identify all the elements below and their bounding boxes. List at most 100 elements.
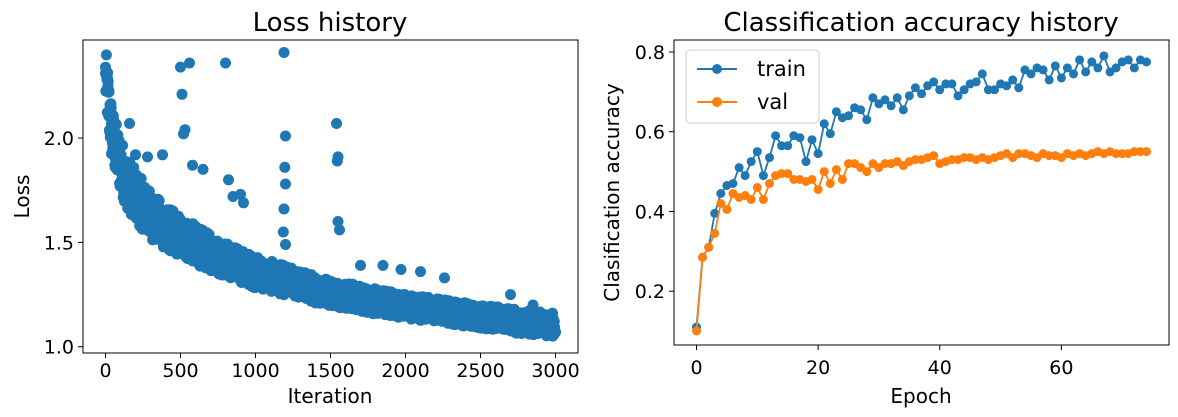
train-point bbox=[1123, 55, 1133, 65]
train-point bbox=[1087, 57, 1097, 67]
legend-val-marker bbox=[712, 97, 722, 107]
loss-point bbox=[223, 174, 234, 186]
legend-train-marker bbox=[712, 64, 722, 74]
train-point bbox=[765, 153, 774, 163]
val-point bbox=[929, 151, 939, 161]
loss-x-tick-label: 3000 bbox=[531, 360, 579, 382]
train-point bbox=[971, 77, 981, 87]
loss-x-tick-label: 0 bbox=[99, 360, 111, 382]
val-point bbox=[765, 179, 774, 188]
loss-point bbox=[100, 49, 112, 61]
loss-chart: Loss history 0 500 1000 1500 2000 2500 3000 1.… bbox=[10, 8, 580, 408]
val-point bbox=[1142, 147, 1151, 157]
accuracy-chart-title: Classification accuracy history bbox=[723, 8, 1118, 38]
accuracy-x-tick-label: 60 bbox=[1049, 357, 1073, 379]
loss-x-tick-label: 1500 bbox=[306, 360, 354, 382]
train-point bbox=[977, 69, 987, 79]
val-point bbox=[758, 195, 768, 204]
val-point bbox=[807, 175, 817, 184]
loss-point bbox=[142, 151, 153, 163]
train-point bbox=[1062, 63, 1072, 73]
loss-point bbox=[395, 264, 407, 275]
loss-point bbox=[415, 266, 426, 278]
train-point bbox=[880, 95, 890, 105]
loss-point bbox=[550, 326, 561, 338]
loss-point bbox=[197, 163, 209, 175]
train-point bbox=[990, 85, 999, 95]
train-point bbox=[771, 131, 781, 141]
loss-point bbox=[112, 132, 123, 144]
loss-chart-title: Loss history bbox=[253, 8, 408, 38]
loss-point bbox=[355, 259, 366, 271]
loss-point bbox=[184, 57, 195, 69]
loss-point bbox=[280, 239, 291, 250]
val-point bbox=[819, 167, 829, 177]
loss-y-axis-label: Loss bbox=[10, 175, 34, 219]
loss-point bbox=[176, 88, 188, 100]
val-point bbox=[752, 183, 762, 192]
train-point bbox=[929, 77, 939, 87]
train-point bbox=[953, 91, 963, 101]
train-point bbox=[1069, 69, 1078, 79]
accuracy-y-tick-label: 0.2 bbox=[635, 281, 665, 303]
val-point bbox=[698, 252, 708, 262]
accuracy-y-tick-label: 0.8 bbox=[635, 42, 665, 64]
train-point bbox=[746, 157, 756, 167]
train-point bbox=[1014, 83, 1024, 93]
train-point bbox=[752, 147, 762, 157]
legend: train val bbox=[685, 49, 820, 124]
train-point bbox=[1129, 63, 1139, 73]
accuracy-chart: Classification accuracy history 0 20 40 60 … bbox=[600, 8, 1170, 408]
loss-x-axis-label: Iteration bbox=[288, 384, 373, 408]
loss-point bbox=[277, 226, 289, 238]
train-point bbox=[716, 189, 726, 198]
train-point bbox=[1081, 67, 1091, 77]
loss-point bbox=[124, 118, 135, 129]
train-point bbox=[868, 93, 878, 103]
loss-point bbox=[278, 47, 290, 58]
loss-point bbox=[331, 118, 342, 129]
train-point bbox=[904, 91, 914, 101]
loss-point bbox=[220, 57, 231, 69]
loss-y-axis: 1.0 1.5 2.0 bbox=[44, 128, 83, 359]
train-point bbox=[947, 79, 957, 89]
loss-x-tick-label: 2500 bbox=[456, 360, 504, 382]
val-point bbox=[692, 326, 701, 336]
loss-point bbox=[102, 74, 114, 86]
legend-train-label: train bbox=[757, 57, 806, 81]
loss-point bbox=[175, 61, 186, 73]
val-point bbox=[704, 242, 714, 252]
train-point bbox=[1056, 73, 1066, 83]
train-point bbox=[710, 208, 720, 218]
loss-point bbox=[179, 124, 191, 136]
loss-point bbox=[280, 178, 291, 190]
train-point bbox=[1075, 55, 1085, 65]
train-point bbox=[1111, 63, 1121, 73]
val-point bbox=[862, 167, 872, 177]
loss-point bbox=[115, 140, 126, 152]
loss-point bbox=[104, 99, 116, 111]
train-point bbox=[1093, 63, 1103, 73]
accuracy-series bbox=[692, 51, 1151, 336]
loss-point bbox=[106, 118, 117, 129]
train-point bbox=[819, 119, 829, 129]
train-point bbox=[1002, 81, 1012, 91]
train-point bbox=[1026, 69, 1036, 79]
train-point bbox=[758, 171, 768, 181]
loss-point bbox=[505, 289, 516, 301]
accuracy-y-axis: 0.2 0.4 0.6 0.8 bbox=[635, 42, 674, 303]
train-point bbox=[1044, 75, 1054, 85]
loss-point bbox=[238, 197, 249, 209]
val-point bbox=[831, 165, 841, 175]
val-point bbox=[813, 185, 823, 194]
loss-x-axis: 0 500 1000 1500 2000 2500 3000 bbox=[99, 353, 580, 382]
train-point bbox=[1008, 75, 1018, 85]
loss-point bbox=[279, 161, 291, 173]
loss-y-tick-label: 1.0 bbox=[44, 337, 74, 359]
loss-point bbox=[157, 149, 168, 161]
train-point bbox=[734, 163, 744, 173]
loss-x-tick-label: 500 bbox=[162, 360, 198, 382]
accuracy-y-tick-label: 0.4 bbox=[635, 201, 665, 223]
loss-point bbox=[187, 159, 198, 171]
train-point bbox=[740, 171, 750, 181]
